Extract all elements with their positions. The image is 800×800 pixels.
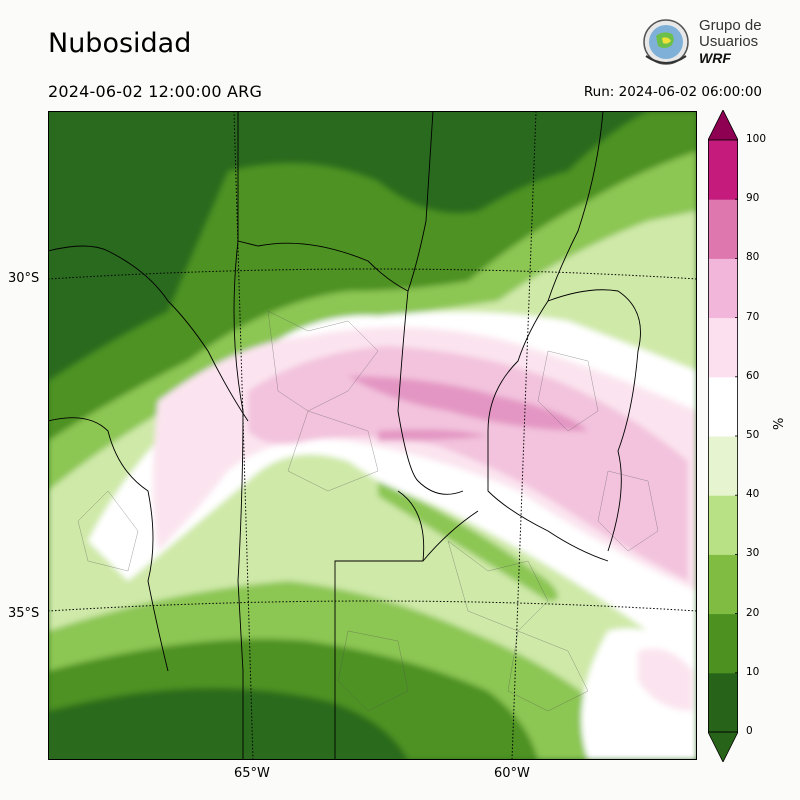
colorbar-tick-label: 80 [746,251,760,264]
colorbar-tick-label: 50 [746,429,760,441]
colorbar-segment [708,199,738,259]
colorbar-extend-bottom [707,731,739,763]
colorbar-unit: % [772,417,787,430]
logo-line-1: Grupo de [699,17,762,34]
lon-label-65w: 65°W [234,766,270,781]
colorbar-tick-label: 20 [746,606,760,619]
graticule [48,111,697,760]
colorbar-tick-label: 10 [746,665,760,678]
map-title: Nubosidad [48,28,192,59]
colorbar-segment [708,317,738,378]
globe-icon [643,19,689,65]
province-borders [48,111,641,760]
colorbar-tick-label: 40 [746,488,760,501]
colorbar-segment [708,436,738,496]
lat-30s-line [48,268,697,280]
colorbar-segment [708,495,738,555]
valid-time: 2024-06-02 12:00:00 ARG [48,82,263,101]
cloudiness-map [48,111,697,760]
colorbar-tick-label: 100 [746,133,767,145]
lat-label-35s: 35°S [8,606,40,621]
colorbar-segment [708,554,738,615]
cloud-60-70 [248,346,688,581]
colorbar-tick-label: 30 [746,547,760,560]
colorbar-tick-label: 70 [746,310,760,323]
colorbar-extend-top [707,109,739,141]
colorbar [707,109,739,763]
lat-35s-line [48,600,697,612]
lon-label-60w: 60°W [494,766,530,781]
logo-wrf: WRF [699,50,731,66]
colorbar-segment [708,672,738,733]
department-borders [77,310,659,712]
map-frame [48,111,697,760]
lat-label-30s: 30°S [8,271,40,286]
colorbar-tick-label: 90 [746,192,760,205]
grupo-wrf-logo: Grupo de Usuarios WRF [638,16,768,72]
run-time: Run: 2024-06-02 06:00:00 [583,84,762,100]
cloud-70-80 [348,376,588,431]
colorbar-tick-label: 0 [746,725,753,737]
colorbar-segment [708,613,738,674]
colorbar-segment [708,258,738,319]
logo-line-2: Usuarios [699,33,759,50]
colorbar-tick-label: 60 [746,369,760,382]
colorbar-segment [708,140,738,200]
colorbar-segment [708,376,738,437]
